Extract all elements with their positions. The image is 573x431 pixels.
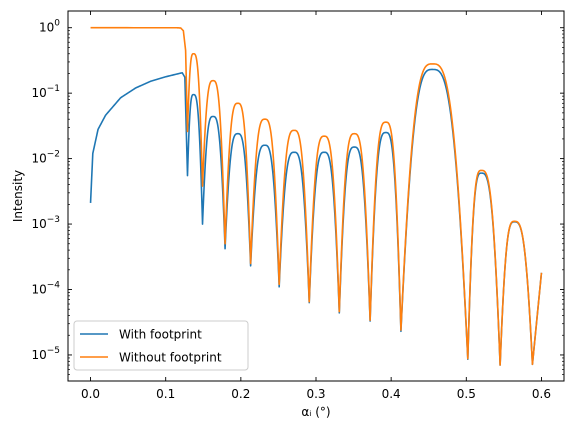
lines-layer (89, 26, 543, 366)
line-without-footprint (90, 26, 543, 366)
x-tick-label: 0.4 (382, 387, 401, 401)
y-tick-label: 10−5 (31, 346, 60, 362)
x-tick-label: 0.5 (457, 387, 476, 401)
legend-box (73, 320, 249, 371)
x-tick-label: 0.6 (532, 387, 551, 401)
y-axis-label: Intensity (11, 170, 25, 222)
legend: With footprint Without footprint (73, 320, 249, 371)
legend-label-without-footprint: Without footprint (119, 351, 222, 365)
y-tick-label: 100 (39, 19, 60, 35)
y-tick-label: 10−4 (31, 281, 60, 297)
x-tick-label: 0.3 (306, 387, 325, 401)
x-tick-label: 0.0 (81, 387, 100, 401)
y-tick-label: 10−3 (31, 215, 60, 231)
legend-label-with-footprint: With footprint (119, 328, 202, 342)
x-tick-label: 0.1 (156, 387, 175, 401)
x-tick-label: 0.2 (231, 387, 250, 401)
x-axis-label: αᵢ (°) (301, 405, 330, 419)
y-axis: 10−5 10−4 10−3 10−2 10−1 100 (31, 19, 564, 382)
y-tick-label: 10−2 (31, 150, 60, 166)
x-axis: 0.0 0.1 0.2 0.3 0.4 0.5 0.6 (81, 11, 551, 401)
y-tick-label: 10−1 (31, 84, 60, 100)
